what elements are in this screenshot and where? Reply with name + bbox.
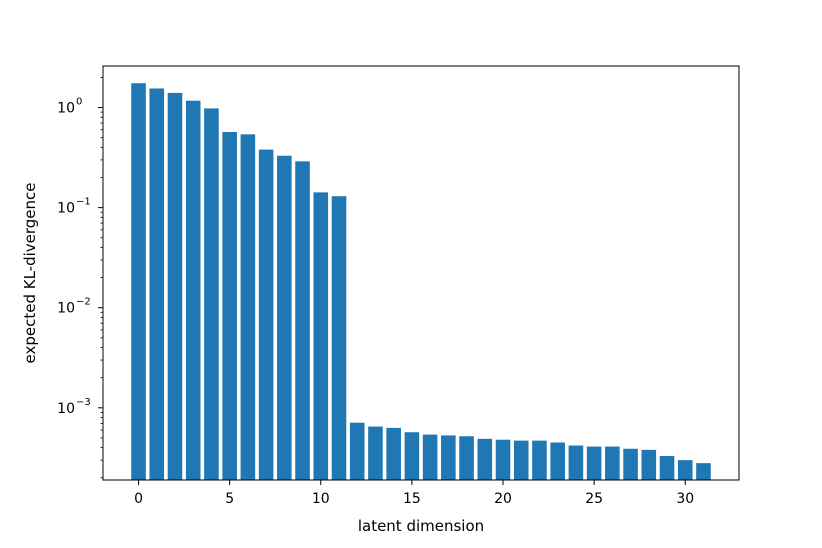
x-axis-ticks: 0 5 10 15 20 25 30	[134, 480, 694, 507]
bar	[568, 445, 584, 480]
y-tick-label: 10	[57, 201, 75, 217]
y-tick-exponent: −1	[76, 197, 91, 208]
x-tick-label: 0	[134, 491, 143, 507]
bar	[696, 463, 711, 480]
bar	[222, 131, 237, 480]
bar	[605, 446, 620, 480]
bar	[677, 460, 693, 480]
bar	[513, 440, 529, 480]
y-tick-exponent: 0	[76, 97, 82, 108]
bars-group	[131, 83, 711, 481]
bar	[459, 436, 474, 480]
bar	[659, 456, 675, 480]
bar	[313, 192, 329, 480]
plot-frame	[102, 65, 740, 481]
x-tick-label: 15	[403, 491, 421, 507]
x-axis-label: latent dimension	[358, 517, 484, 535]
bar	[641, 449, 657, 480]
bar	[277, 155, 292, 480]
bar	[167, 92, 183, 480]
bar	[368, 426, 383, 480]
y-tick-label: 10	[57, 101, 75, 117]
y-tick-label: 10	[57, 301, 75, 317]
bar	[295, 161, 310, 480]
bar	[550, 442, 565, 480]
bar	[477, 438, 493, 480]
bar	[131, 83, 146, 481]
y-tick-exponent: −2	[76, 297, 91, 308]
bar	[149, 88, 165, 481]
bar	[240, 134, 256, 480]
bar	[441, 435, 456, 480]
bar	[623, 448, 638, 480]
bar	[204, 108, 219, 480]
bar	[386, 427, 401, 480]
x-tick-label: 10	[312, 491, 330, 507]
x-tick-label: 25	[585, 491, 603, 507]
x-tick-label: 20	[494, 491, 512, 507]
bar	[495, 439, 511, 480]
bar	[258, 149, 274, 480]
bar	[331, 196, 347, 480]
bar	[349, 422, 365, 480]
bar	[422, 434, 438, 480]
bar	[185, 100, 201, 480]
y-axis-label: expected KL-divergence	[21, 182, 39, 363]
bar	[404, 432, 420, 480]
y-tick-exponent: −3	[76, 397, 91, 408]
x-tick-label: 30	[676, 491, 694, 507]
bar	[586, 446, 602, 480]
y-tick-label: 10	[57, 401, 75, 417]
bar	[532, 440, 547, 480]
x-tick-label: 5	[225, 491, 234, 507]
